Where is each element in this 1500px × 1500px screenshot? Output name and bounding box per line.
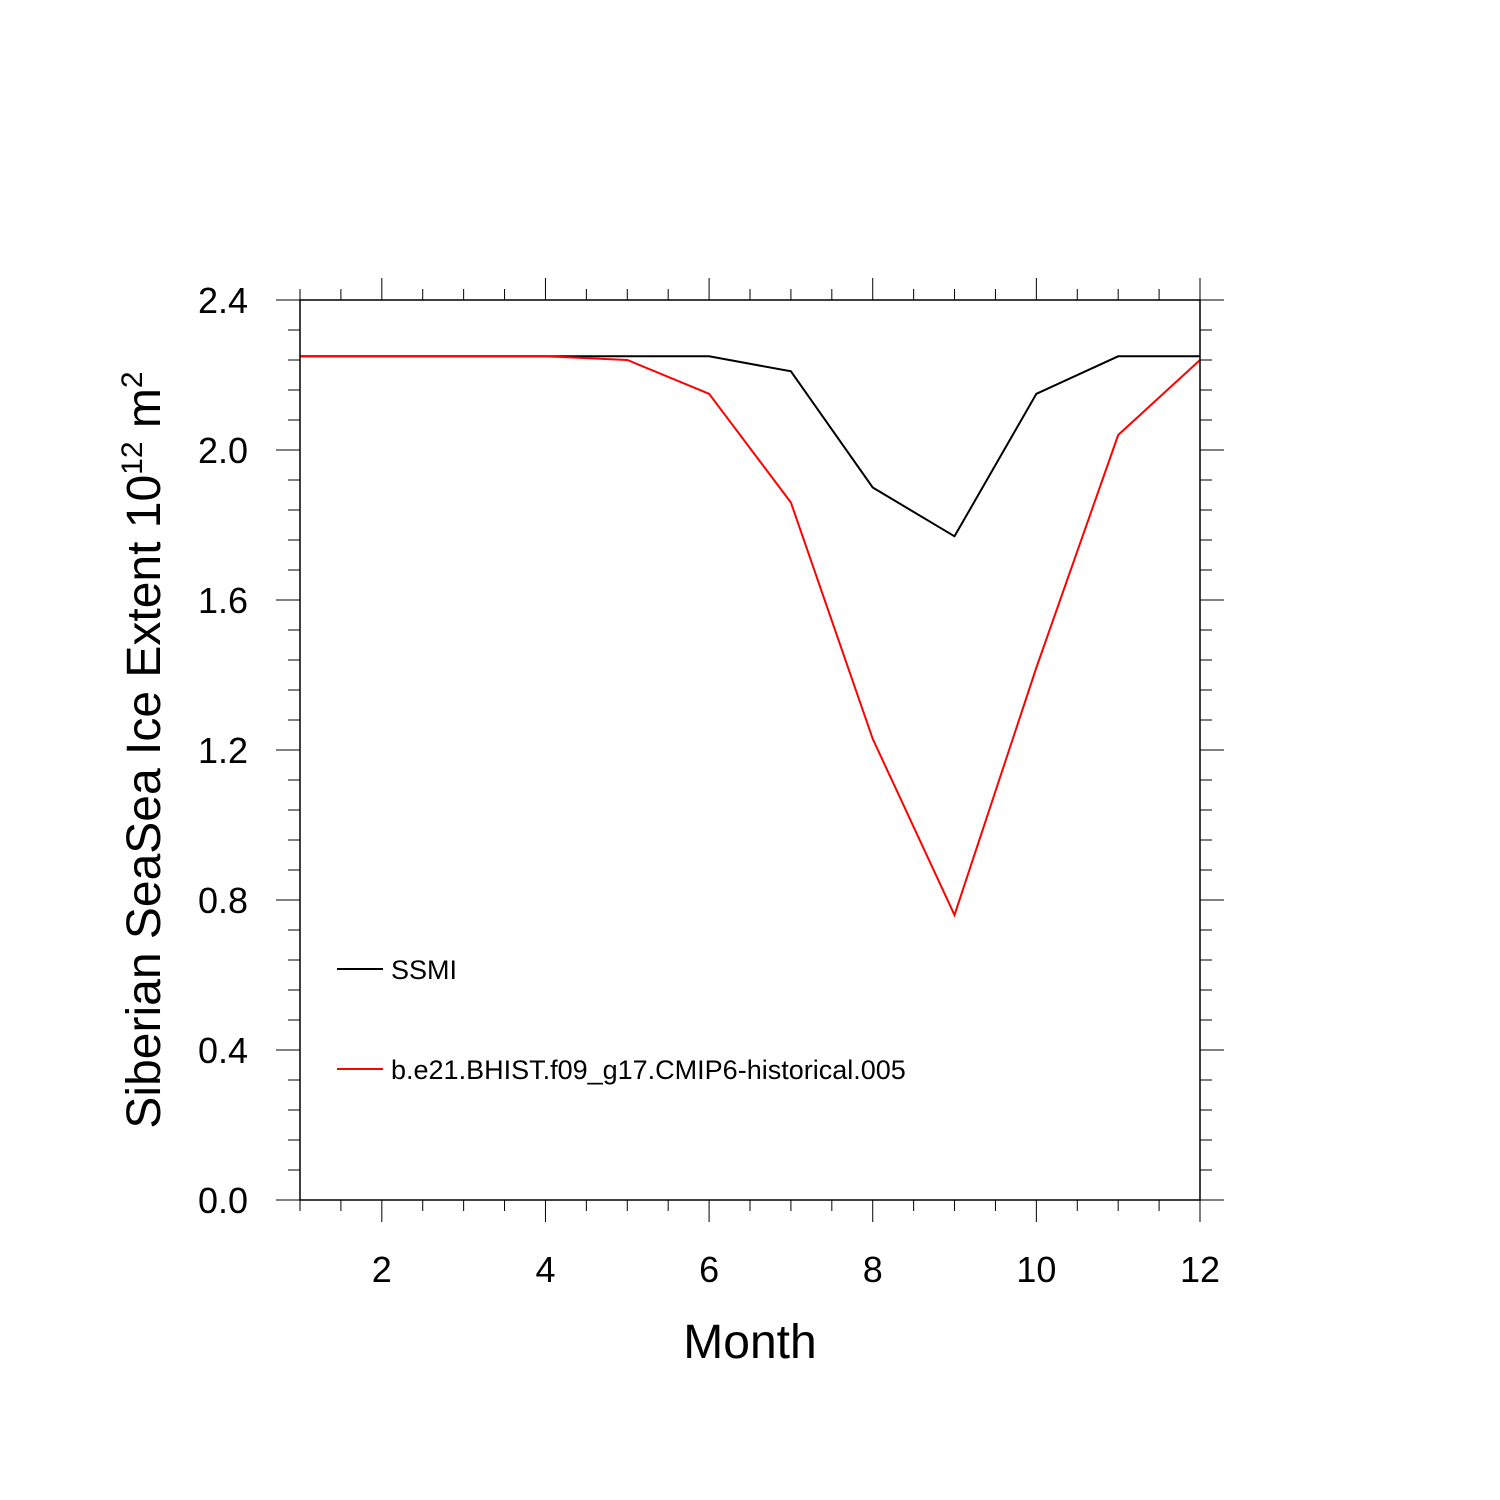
y-axis-title-text: Siberian SeaSea Ice Extent 10: [118, 475, 171, 1129]
y-axis-title-unit-exponent: 2: [116, 371, 149, 388]
y-tick-label: 0.4: [198, 1030, 248, 1071]
legend-label-1: SSMI: [391, 955, 457, 985]
y-tick-label: 2.4: [198, 280, 248, 321]
x-tick-label: 6: [699, 1249, 719, 1290]
axis-ticks: [276, 278, 1224, 1222]
y-tick-label: 2.0: [198, 430, 248, 471]
y-tick-label: 0.0: [198, 1180, 248, 1221]
x-tick-label: 12: [1180, 1249, 1220, 1290]
x-tick-label: 8: [863, 1249, 883, 1290]
y-tick-label: 1.6: [198, 580, 248, 621]
y-axis-title-exponent: 12: [116, 441, 149, 474]
series-lines: [300, 355, 1201, 918]
y-axis-title-unit: m: [118, 388, 171, 441]
y-axis-title: Siberian SeaSea Ice Extent 1012 m2: [116, 371, 171, 1128]
legend-label-2: b.e21.BHIST.f09_g17.CMIP6-historical.005: [391, 1055, 906, 1085]
x-axis-title: Month: [683, 1316, 816, 1369]
series-line-1: [300, 355, 1200, 538]
y-tick-label: 0.8: [198, 880, 248, 921]
y-tick-label: 1.2: [198, 730, 248, 771]
series-line-2: [300, 355, 1201, 918]
plot-frame: [299, 299, 1201, 1201]
x-tick-label: 10: [1016, 1249, 1056, 1290]
axis-tick-labels: 2 4 6 8 10 12 0.0 0.4 0.8 1.2 1.6 2.0 2.4: [198, 280, 1220, 1290]
x-tick-label: 4: [535, 1249, 555, 1290]
x-tick-label: 2: [372, 1249, 392, 1290]
legend: SSMI b.e21.BHIST.f09_g17.CMIP6-historical…: [337, 955, 906, 1085]
